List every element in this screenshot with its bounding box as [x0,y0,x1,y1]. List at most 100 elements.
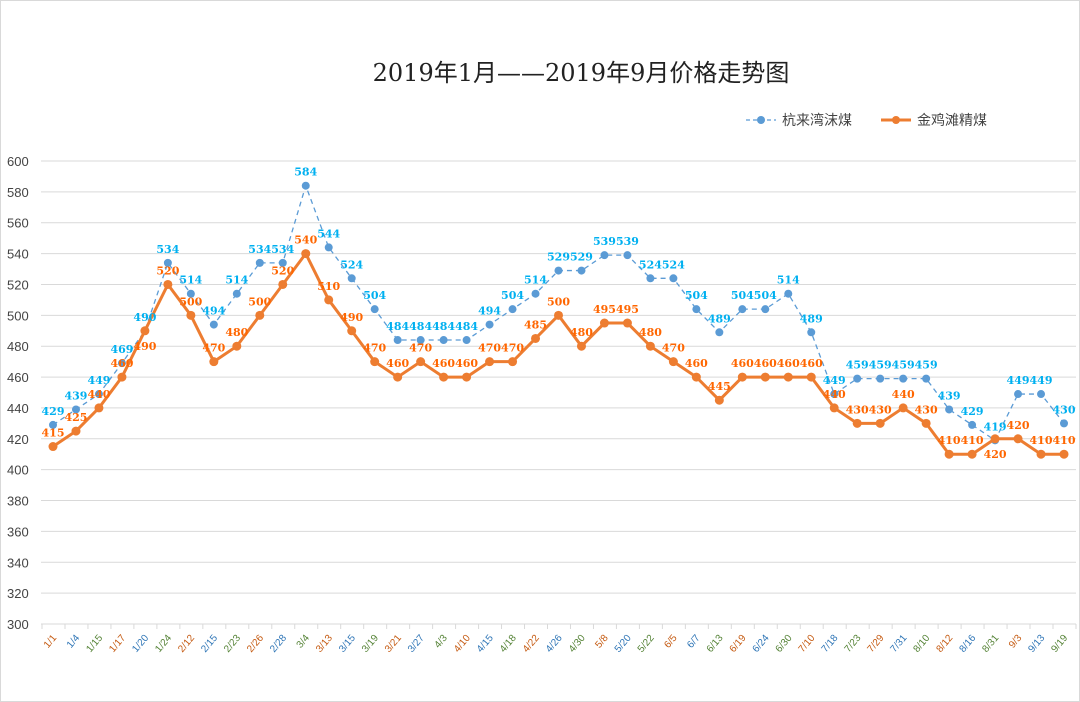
data-point [324,295,334,305]
data-point [48,442,58,452]
data-point [668,357,678,367]
data-label: 490 [340,311,363,324]
data-point [163,258,172,267]
x-tick-label: 9/3 [1007,633,1025,651]
x-tick-label: 3/27 [406,633,427,655]
data-label: 459 [846,359,869,372]
data-point [945,405,954,414]
x-tick-label: 4/10 [452,633,473,655]
y-tick-label: 600 [7,154,29,169]
data-label: 460 [731,357,754,370]
data-point [508,305,517,314]
x-tick-label: 9/13 [1026,633,1047,655]
data-label: 544 [317,227,340,240]
data-label: 514 [524,274,547,287]
data-point [577,266,586,275]
data-point [232,341,242,351]
data-label: 534 [248,243,271,256]
y-tick-label: 500 [7,308,29,323]
data-point [968,420,977,429]
x-tick-label: 3/21 [383,633,404,655]
data-point [599,318,609,328]
data-label: 480 [639,326,662,339]
data-label: 529 [547,251,570,264]
data-point [853,374,862,383]
y-tick-label: 460 [7,370,29,385]
x-tick-label: 2/28 [268,633,289,655]
data-point [94,390,103,399]
data-label: 470 [478,342,501,355]
x-tick-label: 1/1 [42,633,60,651]
data-label: 489 [800,312,823,325]
x-tick-label: 7/23 [843,633,864,655]
y-tick-label: 580 [7,185,29,200]
data-label: 470 [662,342,685,355]
data-point [439,336,448,345]
x-tick-label: 2/23 [222,633,243,655]
data-label: 504 [731,289,754,302]
y-tick-label: 340 [7,555,29,570]
data-label: 460 [685,357,708,370]
data-label: 470 [501,342,524,355]
data-point [1060,419,1068,428]
data-label: 480 [570,326,593,339]
data-point [186,289,195,298]
data-point [393,372,403,382]
data-label: 484 [455,320,478,333]
data-point [1059,449,1069,459]
x-tick-label: 8/10 [911,633,932,655]
data-label: 449 [823,374,846,387]
data-point [49,420,57,429]
data-label: 449 [87,374,110,387]
x-tick-label: 7/29 [866,633,887,655]
data-label: 410 [1030,434,1053,447]
data-label: 484 [409,320,432,333]
data-label: 420 [984,448,1007,461]
data-label: 504 [501,289,524,302]
data-point [622,318,632,328]
data-point [140,326,150,336]
data-label: 539 [616,235,639,248]
data-point [508,357,518,367]
x-tick-label: 6/19 [728,633,749,655]
data-label: 539 [593,235,616,248]
data-label: 485 [524,318,547,331]
data-label: 460 [800,357,823,370]
data-point [990,434,1000,444]
data-label: 470 [202,342,225,355]
data-point [347,326,357,336]
data-point [669,274,678,283]
legend-marker [757,116,765,124]
x-tick-label: 2/26 [245,633,266,655]
data-label: 584 [294,166,317,179]
data-point [761,305,770,314]
data-label: 430 [915,403,938,416]
data-label: 534 [156,243,179,256]
x-tick-label: 4/3 [433,633,451,651]
data-point [898,403,908,413]
data-point [737,372,747,382]
data-label: 520 [271,264,294,277]
data-label: 514 [179,274,202,287]
chart-title: 2019年1月——2019年9月价格走势图 [372,59,790,87]
data-point [71,426,81,436]
data-label: 420 [1007,419,1030,432]
x-tick-label: 8/12 [934,633,955,655]
data-label: 430 [869,403,892,416]
data-label: 534 [271,243,294,256]
data-label: 524 [639,258,662,271]
data-point [714,395,724,405]
data-point [71,405,80,414]
data-point [921,418,931,428]
data-label: 480 [225,326,248,339]
data-point [829,403,839,413]
y-tick-label: 400 [7,463,29,478]
data-label: 425 [64,411,87,424]
x-tick-label: 6/13 [705,633,726,655]
data-label: 504 [754,289,777,302]
data-label: 524 [662,258,685,271]
data-label: 484 [386,320,409,333]
data-label: 415 [42,427,65,440]
data-label: 500 [248,295,271,308]
data-label: 484 [432,320,455,333]
